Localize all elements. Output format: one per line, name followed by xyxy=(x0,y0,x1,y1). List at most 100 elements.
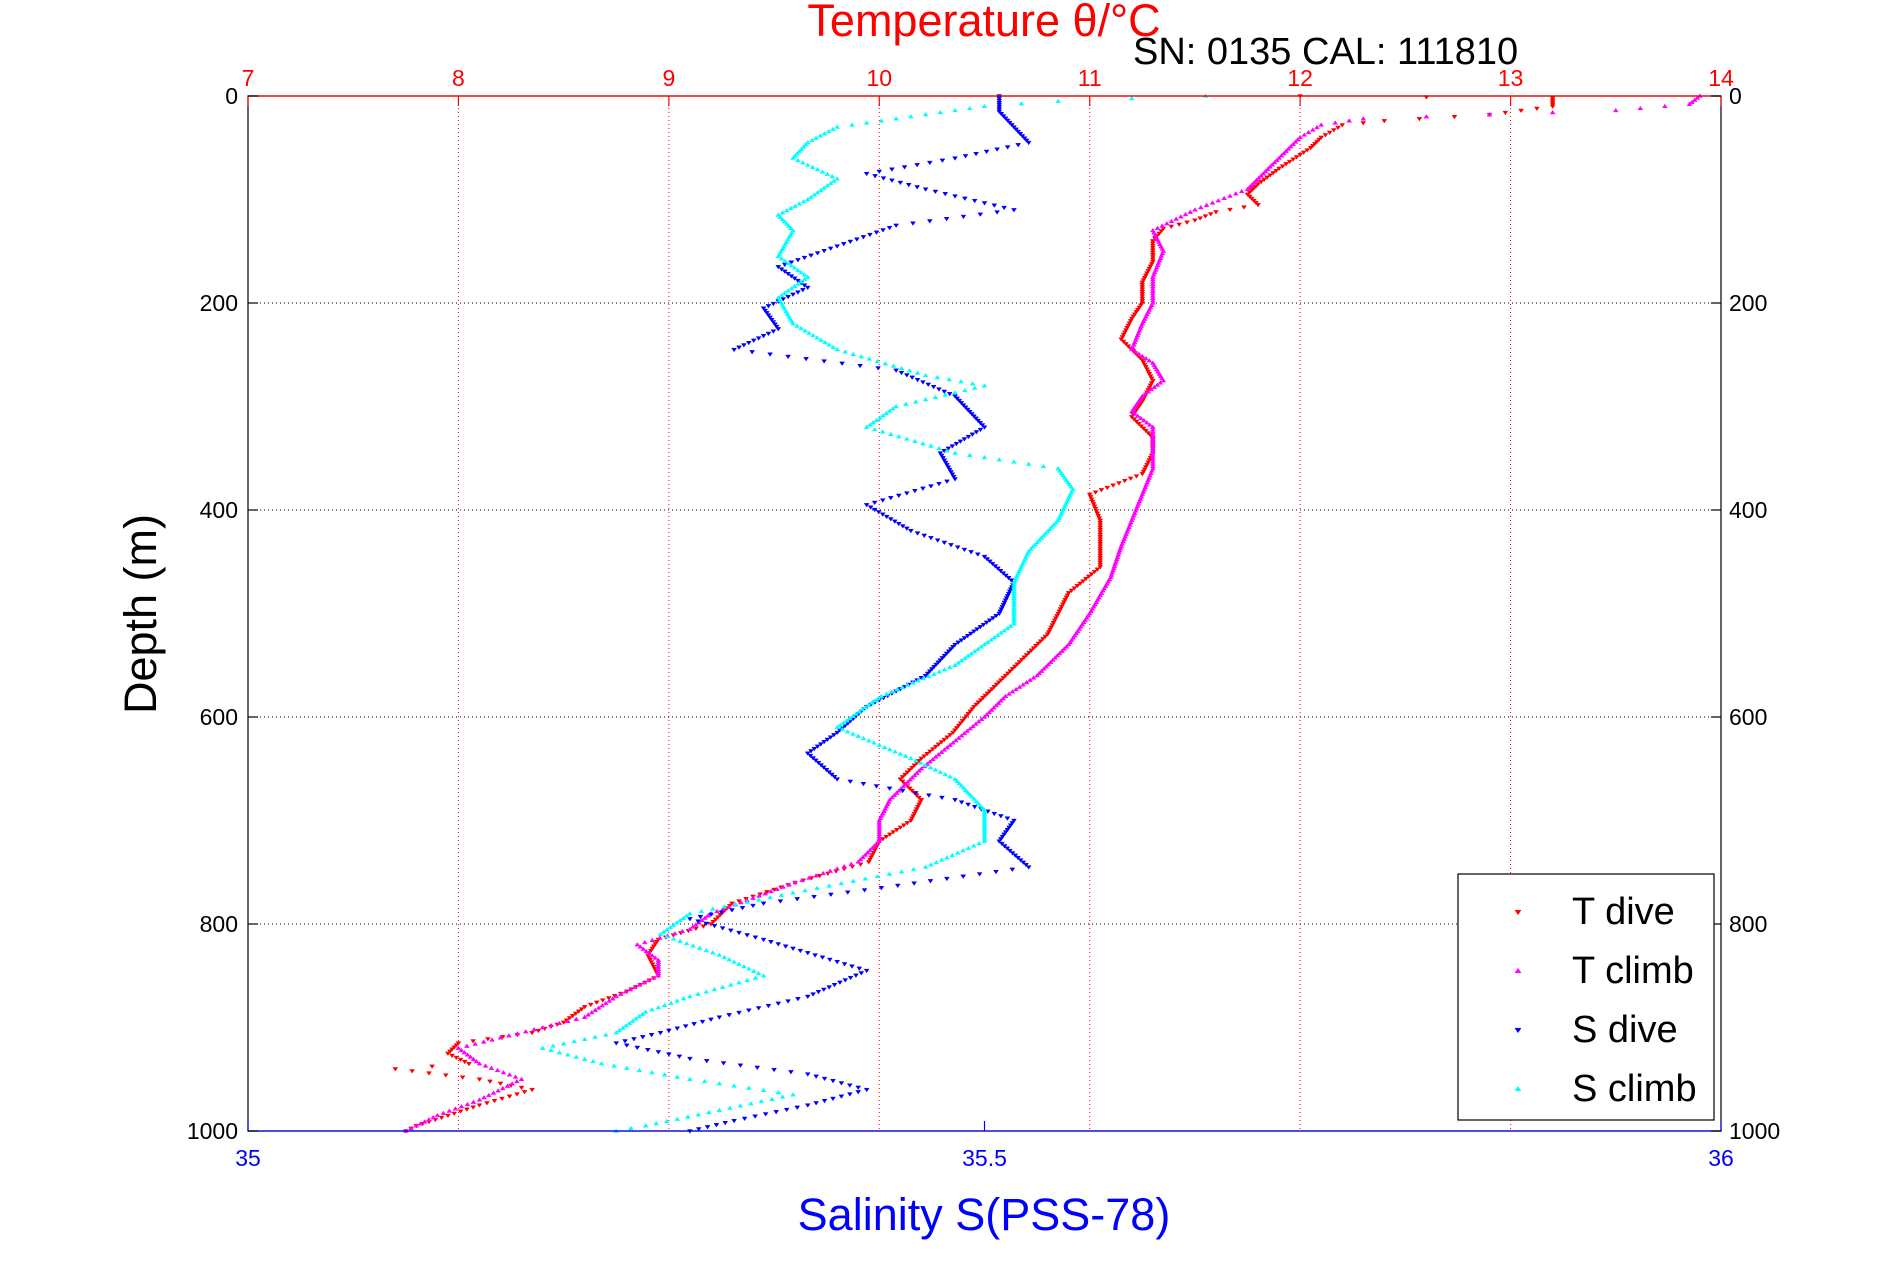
data-point xyxy=(850,351,857,356)
data-point xyxy=(629,1018,636,1023)
data-point xyxy=(906,786,913,791)
data-point xyxy=(844,890,851,895)
data-point xyxy=(640,946,647,951)
data-point xyxy=(944,463,950,468)
data-point xyxy=(874,873,881,879)
data-point xyxy=(1255,182,1261,187)
data-point xyxy=(647,948,654,954)
data-point xyxy=(1097,518,1104,523)
data-point xyxy=(1142,391,1149,396)
data-point xyxy=(755,897,762,902)
data-point xyxy=(853,973,859,978)
data-point xyxy=(977,427,984,433)
data-point xyxy=(913,807,920,812)
data-point xyxy=(768,888,774,894)
data-point xyxy=(979,423,986,428)
data-point xyxy=(765,331,772,337)
data-point xyxy=(655,1004,662,1010)
data-point xyxy=(531,1026,538,1032)
data-point xyxy=(649,937,656,942)
data-point xyxy=(893,223,899,228)
data-point xyxy=(952,107,958,113)
data-point xyxy=(940,456,946,461)
data-point xyxy=(934,374,941,380)
data-point xyxy=(790,946,796,952)
data-point xyxy=(871,848,878,854)
data-point xyxy=(1063,595,1070,601)
data-point xyxy=(860,235,867,240)
data-point xyxy=(937,109,944,115)
data-point xyxy=(914,531,921,536)
data-point xyxy=(639,1011,646,1016)
data-point xyxy=(958,401,965,406)
data-point xyxy=(665,1052,672,1057)
data-point xyxy=(991,811,998,817)
data-point xyxy=(895,493,902,499)
data-point xyxy=(928,443,934,448)
data-point xyxy=(490,1090,497,1095)
data-point xyxy=(709,950,716,955)
data-point xyxy=(1021,655,1028,660)
data-point xyxy=(1139,301,1146,306)
data-point xyxy=(975,719,982,724)
data-point xyxy=(1016,684,1023,689)
data-point xyxy=(1001,205,1008,211)
data-point xyxy=(750,338,757,343)
data-point xyxy=(1044,632,1051,637)
data-point xyxy=(967,709,974,714)
data-point xyxy=(968,550,974,555)
data-point xyxy=(827,180,834,186)
data-point xyxy=(1009,667,1016,672)
data-point xyxy=(1095,513,1102,519)
data-point xyxy=(1000,602,1007,608)
data-point xyxy=(962,787,969,792)
data-point xyxy=(971,629,977,634)
data-point xyxy=(810,992,816,997)
data-point xyxy=(495,1088,502,1093)
data-point xyxy=(932,394,939,399)
data-point xyxy=(936,481,942,487)
data-point xyxy=(871,740,877,745)
data-point xyxy=(613,1030,620,1035)
data-point xyxy=(944,735,951,740)
data-point xyxy=(760,1087,767,1093)
data-point xyxy=(1271,159,1278,165)
data-point xyxy=(895,433,902,439)
data-point xyxy=(897,180,904,186)
data-point xyxy=(1290,157,1296,162)
data-point xyxy=(739,906,746,911)
data-point xyxy=(857,856,864,862)
data-point xyxy=(727,1105,733,1110)
data-point xyxy=(548,1047,554,1053)
data-point xyxy=(1011,459,1017,464)
data-point xyxy=(899,779,906,785)
data-point xyxy=(962,154,969,159)
data-point xyxy=(878,886,885,891)
data-point xyxy=(964,633,971,639)
data-point xyxy=(661,1072,668,1077)
data-point xyxy=(592,1034,599,1039)
data-point xyxy=(847,239,854,245)
data-point xyxy=(657,1030,664,1036)
data-point xyxy=(649,1007,655,1012)
data-point xyxy=(1255,202,1261,208)
data-point xyxy=(679,928,686,934)
data-point xyxy=(838,1081,845,1086)
data-point xyxy=(941,667,948,672)
data-point xyxy=(648,1033,655,1038)
data-point xyxy=(1251,179,1258,185)
data-point xyxy=(907,114,914,119)
data-point xyxy=(991,203,998,208)
data-point xyxy=(780,884,786,889)
data-point xyxy=(821,248,827,254)
data-point xyxy=(1280,150,1287,156)
data-point xyxy=(1314,139,1320,145)
data-point xyxy=(847,779,854,785)
data-point xyxy=(815,760,822,766)
data-point xyxy=(573,1016,580,1021)
data-point xyxy=(906,368,913,373)
data-point xyxy=(1227,193,1233,198)
data-point xyxy=(778,892,785,897)
data-point xyxy=(916,768,922,773)
data-point xyxy=(1068,588,1075,594)
